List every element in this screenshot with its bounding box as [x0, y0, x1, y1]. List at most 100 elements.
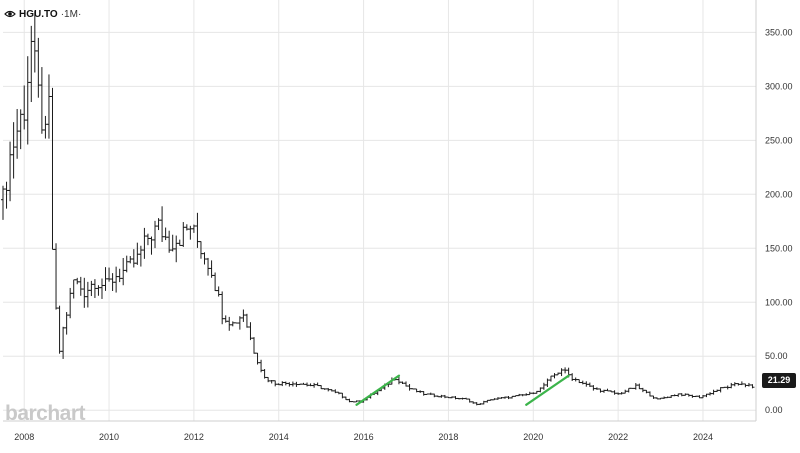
y-tick-label: 150.00 [765, 243, 793, 253]
ohlc-bar [506, 396, 511, 400]
ohlc-bar [524, 393, 529, 396]
ohlc-bar [198, 241, 203, 259]
ohlc-bar [290, 381, 295, 387]
ohlc-bar [746, 382, 751, 387]
eye-icon[interactable] [4, 9, 16, 19]
ohlc-bar [216, 286, 221, 297]
ohlc-bar [50, 87, 55, 250]
ohlc-bar [43, 115, 48, 139]
ohlc-bar [315, 382, 320, 387]
ohlc-bar [704, 393, 709, 398]
ohlc-bar [457, 397, 462, 400]
ohlc-bar [662, 396, 667, 399]
ohlc-bar [18, 109, 23, 150]
ohlc-bar [517, 393, 522, 397]
interval-label[interactable]: ·1M· [60, 8, 82, 20]
ohlc-bar [234, 322, 239, 324]
ohlc-bar [160, 206, 165, 243]
ohlc-bar [425, 393, 430, 395]
ohlc-bar [61, 326, 66, 359]
ohlc-bar [715, 389, 720, 392]
grid-layer [3, 0, 756, 421]
ohlc-bar [244, 313, 249, 328]
ohlc-bar [64, 312, 69, 335]
ohlc-bar [651, 395, 656, 399]
ohlc-bar [570, 373, 575, 382]
ohlc-bar [82, 277, 87, 308]
ohlc-bar [711, 389, 716, 395]
ohlc-bar [453, 396, 458, 400]
ohlc-bar [729, 382, 734, 389]
ohlc-bar [142, 227, 147, 259]
ohlc-bar [548, 375, 553, 382]
ohlc-bar [534, 390, 539, 394]
ohlc-bar [616, 392, 621, 395]
ohlc-bar [598, 388, 603, 393]
x-tick-label: 2024 [693, 432, 713, 442]
ohlc-bar [227, 316, 232, 331]
ohlc-bar [750, 384, 755, 389]
ohlc-bar [739, 381, 744, 386]
ohlc-bar [170, 234, 175, 252]
ohlc-bar [273, 380, 278, 387]
ohlc-bar [11, 122, 16, 179]
ohlc-bar [340, 392, 345, 399]
ohlc-bar [252, 337, 256, 354]
ohlc-bar [75, 277, 80, 285]
ohlc-bar [57, 305, 62, 354]
x-tick-label: 2012 [184, 432, 204, 442]
ohlc-bar [552, 373, 557, 379]
ohlc-bar [478, 403, 483, 406]
ohlc-bar [184, 224, 189, 231]
ohlc-bar [736, 383, 741, 386]
trendline [355, 374, 401, 406]
ohlc-bar [605, 388, 610, 392]
ohlc-bar [647, 391, 652, 397]
ohlc-bar [206, 257, 211, 276]
ohlc-bar [563, 367, 568, 374]
ohlc-bar [541, 382, 546, 390]
ohlc-bar [135, 242, 140, 265]
ohlc-bar [697, 395, 702, 399]
ohlc-bar [676, 393, 681, 397]
ohlc-bar [15, 108, 20, 159]
ohlc-bar [432, 393, 437, 398]
ohlc-bar [280, 381, 285, 387]
ohlc-bar [153, 220, 158, 249]
ohlc-bar [312, 382, 317, 388]
ohlc-bar [481, 400, 486, 405]
ohlc-bar [308, 383, 313, 387]
ohlc-bar [230, 321, 235, 327]
ohlc-bar [492, 398, 497, 401]
ohlc-bar [202, 252, 207, 265]
ohlc-bar [301, 382, 306, 385]
ohlc-bar [128, 256, 133, 264]
ohlc-bar [283, 381, 288, 386]
ohlc-bar [89, 280, 94, 297]
ohlc-bar [181, 222, 186, 247]
y-tick-label: 250.00 [765, 135, 793, 145]
ohlc-bar [708, 392, 713, 396]
ohlc-bar [85, 281, 90, 308]
x-tick-label: 2022 [608, 432, 628, 442]
ohlc-bar [527, 391, 532, 396]
ohlc-bar [99, 278, 104, 299]
ohlc-bar [411, 388, 416, 390]
ohlc-bar [471, 401, 476, 404]
y-tick-label: 350.00 [765, 27, 793, 37]
ohlc-bar [149, 236, 154, 255]
ohlc-bar [276, 383, 281, 386]
ohlc-bar [531, 392, 536, 395]
ohlc-bar [36, 37, 41, 98]
ohlc-bar [658, 397, 663, 400]
ohlc-bar [743, 383, 748, 388]
ohlc-bar [435, 395, 440, 398]
ohlc-bar [297, 383, 302, 386]
symbol-label[interactable]: HGU.TO [19, 8, 58, 20]
ohlc-bar [347, 398, 352, 403]
ohlc-bar [305, 382, 310, 387]
ohlc-bar [326, 387, 331, 392]
ohlc-bar [92, 279, 97, 298]
ohlc-bar [209, 260, 214, 278]
ohlc-bar [577, 379, 582, 384]
